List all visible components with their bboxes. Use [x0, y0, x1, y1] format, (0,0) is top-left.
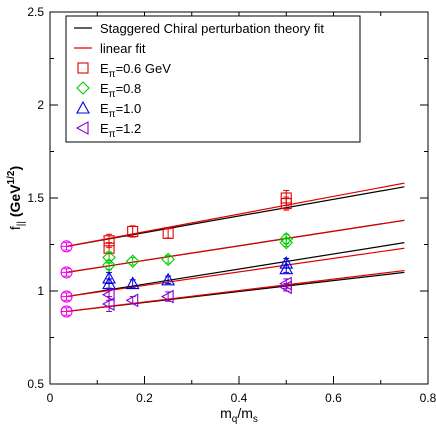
sxpt-fit-line [66, 186, 405, 247]
y-tick-label: 1 [37, 284, 44, 298]
data-point-circle-cross [60, 290, 73, 303]
legend-label: Eπ=0.6 GeV [100, 61, 171, 80]
legend-marker-square [77, 62, 89, 74]
legend-marker-diamond [76, 81, 90, 95]
legend-item-s06: Eπ=0.6 GeV [77, 61, 171, 80]
data-point-circle-cross [60, 305, 73, 318]
data-point-triangle-left [125, 293, 139, 308]
legend-label: Eπ=1.2 [100, 121, 141, 140]
fit-lines [66, 182, 405, 313]
data-points [60, 190, 294, 318]
data-point-triangle-up [125, 276, 140, 290]
legend-item-linear: linear fit [74, 41, 146, 56]
data-point-diamond [279, 235, 294, 250]
y-tick-label: 2.5 [27, 5, 44, 19]
legend-item-s12: Eπ=1.2 [75, 121, 141, 140]
linear-fit-line [66, 219, 405, 273]
data-point-square [127, 225, 139, 238]
x-tick-label: 0.8 [420, 391, 436, 405]
legend: Staggered Chiral perturbation theory fit… [65, 15, 361, 143]
data-point-square [162, 227, 174, 239]
linear-fit-line [66, 182, 405, 247]
axis-labels: mq/ms f|| (GeV1/2) [6, 166, 258, 425]
data-point-diamond [161, 252, 175, 267]
data-point-triangle-up [279, 261, 294, 275]
legend-label: Eπ=1.0 [100, 101, 141, 120]
y-tick-label: 2 [37, 98, 44, 112]
linear-fit-line [66, 269, 405, 313]
data-point-triangle-up [102, 276, 116, 290]
x-tick-label: 0.2 [136, 391, 153, 405]
legend-label: Staggered Chiral perturbation theory fit [100, 21, 324, 36]
data-point-circle-cross [60, 240, 73, 253]
data-point-circle-cross [60, 266, 73, 279]
y-tick-label: 0.5 [27, 377, 44, 391]
legend-item-s08: Eπ=0.8 [76, 81, 141, 100]
linear-fit-line [66, 247, 405, 298]
x-tick-label: 0.6 [325, 391, 342, 405]
y-axis-label: f|| (GeV1/2) [6, 166, 27, 230]
sxpt-fit-line [66, 242, 405, 298]
data-point-triangle-left [101, 287, 115, 302]
legend-marker-triangle-left [75, 121, 89, 135]
x-tick-label: 0.4 [231, 391, 248, 405]
legend-box [65, 15, 361, 143]
legend-label: linear fit [100, 41, 146, 56]
data-point-triangle-up [161, 272, 176, 286]
x-tick-label: 0 [47, 391, 54, 405]
x-axis-label: mq/ms [220, 405, 258, 425]
data-point-triangle-left [279, 280, 292, 295]
data-point-triangle-left [160, 289, 174, 304]
legend-item-s10: Eπ=1.0 [76, 100, 141, 120]
data-point-triangle-left [101, 297, 115, 311]
legend-marker-triangle-up [76, 100, 90, 114]
legend-label: Eπ=0.8 [100, 81, 141, 100]
data-point-square [280, 198, 292, 210]
legend-item-sxpt: Staggered Chiral perturbation theory fit [74, 21, 324, 36]
data-point-diamond [125, 254, 140, 269]
y-tick-label: 1.5 [27, 191, 44, 205]
